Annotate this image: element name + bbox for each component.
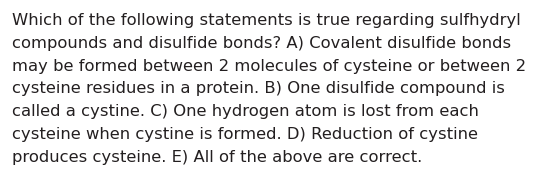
Text: called a cystine. C) One hydrogen atom is lost from each: called a cystine. C) One hydrogen atom i… bbox=[12, 104, 479, 119]
Text: produces cysteine. E) All of the above are correct.: produces cysteine. E) All of the above a… bbox=[12, 150, 422, 165]
Text: Which of the following statements is true regarding sulfhydryl: Which of the following statements is tru… bbox=[12, 13, 521, 28]
Text: cysteine when cystine is formed. D) Reduction of cystine: cysteine when cystine is formed. D) Redu… bbox=[12, 127, 478, 142]
Text: may be formed between 2 molecules of cysteine or between 2: may be formed between 2 molecules of cys… bbox=[12, 59, 526, 74]
Text: compounds and disulfide bonds? A) Covalent disulfide bonds: compounds and disulfide bonds? A) Covale… bbox=[12, 36, 511, 51]
Text: cysteine residues in a protein. B) One disulfide compound is: cysteine residues in a protein. B) One d… bbox=[12, 81, 505, 96]
